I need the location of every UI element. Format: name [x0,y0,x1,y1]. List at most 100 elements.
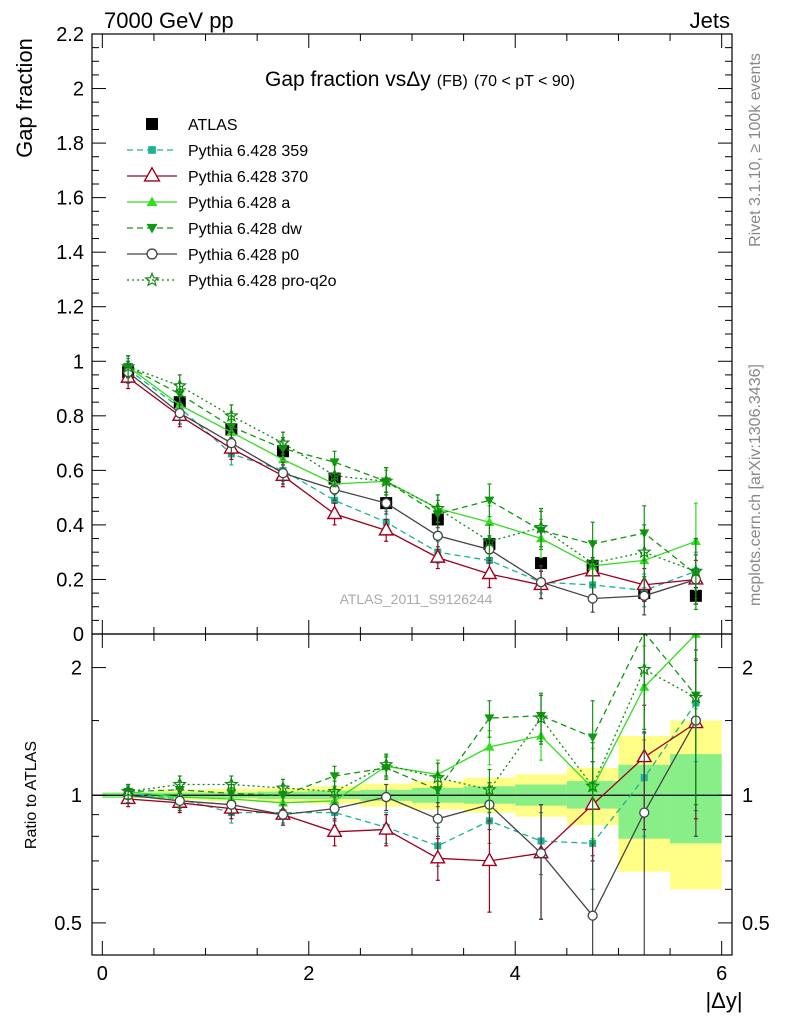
x-tick-label: 2 [303,963,314,985]
chart-title: Gap fraction vsΔy (FB) (70 < pT < 90) [265,68,575,91]
main-series-5-point [587,593,598,604]
legend-marker [146,223,158,234]
ratio-y-tick-label: 0.5 [54,913,82,935]
main-y-tick-label: 0.6 [56,460,84,482]
main-series-6-point [378,473,394,488]
main-series-2-point [429,548,446,563]
legend-marker [148,146,156,154]
main-series-5-point [277,467,289,479]
main-series-6-point [172,378,187,393]
ratio-series-4-point [639,807,650,818]
main-series-5-point [381,497,392,509]
ratio-series-5 [120,634,704,844]
main-series-6-point [120,359,136,373]
legend-marker [146,118,158,130]
rivet-side-label: Rivet 3.1.10, ≥ 100k events [747,53,764,247]
main-y-tick-label: 2.2 [56,24,84,46]
main-series-1-line [127,368,697,592]
main-series-4 [123,355,701,611]
ratio-series-0-line [128,702,697,847]
ratio-series-4-point [381,791,392,803]
legend: ATLAS Pythia 6.428 359 Pythia 6.428 370 Pyt… [127,117,337,290]
main-series-0 [122,366,702,605]
ratio-series-4-point [226,799,237,810]
main-series-5-point [226,437,237,449]
ratio-series-5-point [224,776,239,791]
ratio-series-4-line [128,720,697,917]
legend-label: ATLAS [188,117,238,134]
ratio-series-2-point [484,741,495,751]
main-series-2 [120,366,704,602]
main-y-tick-label: 1.8 [56,133,84,155]
ratio-y-tick-label: 1 [71,785,82,807]
legend-marker [143,166,161,182]
legend-entry-5: Pythia 6.428 p0 [127,247,299,264]
legend-entry-3: Pythia 6.428 a [127,195,290,212]
main-series-6-point [430,500,446,515]
ratio-series-3-point [484,714,495,724]
main-series-3-line [127,366,697,567]
legend-label: Pythia 6.428 dw [188,221,302,238]
main-y-tick-label: 0.4 [56,515,84,537]
main-series-6-line [127,366,697,572]
legend-label: Pythia 6.428 pro-q2o [188,273,337,290]
ratio-series-5-point [275,780,291,795]
legend-label: Pythia 6.428 370 [188,169,308,186]
mcplots-side-label: mcplots.cern.ch [arXiv:1306.3436] [747,364,764,606]
main-series-6-point [585,555,600,570]
ratio-series-1-line [128,722,697,862]
ratio-panel-series [120,634,704,955]
main-series-6-point [688,563,704,578]
ratio-series-3-point [226,789,237,799]
analysis-watermark: ATLAS_2011_S9126244 [340,591,493,607]
ratio-series-5-point [482,782,497,796]
ratio-series-1-point [378,820,395,835]
main-y-tick-label: 0.8 [56,406,84,428]
main-panel-axes: 0 0.2 0.4 0.6 0.8 1 1.2 1.4 1.6 1.8 2 2.2 [56,24,732,646]
ratio-series-4-point [432,813,443,824]
ratio-uncertainty-band [92,720,732,890]
legend-marker [146,196,158,207]
ratio-series-5-line [128,668,697,793]
ratio-series-5-point [327,783,342,798]
ratio-series-1-point [326,822,343,837]
ratio-series-4-point [587,910,598,921]
main-series-6-point [275,435,291,450]
ratio-series-4-point [277,809,289,820]
ratio-y-tick-label-right: 0.5 [742,913,770,935]
legend-marker [146,248,158,260]
main-series-6-point [533,519,549,534]
main-series-4-line [127,366,697,575]
main-series-2-point [378,521,395,536]
main-y-tick-label: 0.2 [56,569,84,591]
main-y-tick-label: 2 [73,79,84,101]
ratio-y-tick-label-right: 1 [742,785,753,807]
ratio-series-1-point [481,851,498,867]
main-series-5-point [174,407,185,419]
main-y-tick-label: 1.6 [56,188,84,210]
legend-entry-2: Pythia 6.428 370 [127,166,308,186]
main-series-5-point [535,577,547,588]
main-series-5-point [432,530,443,541]
ratio-series-5-point [172,776,187,791]
ratio-series-5-point [430,770,446,784]
ratio-series-5-point [688,689,704,704]
ratio-series-1-point [429,849,446,864]
main-series-6-point [637,544,652,559]
main-panel-series [120,355,704,616]
legend-label: Pythia 6.428 a [188,195,290,212]
ratio-series-4-point [535,848,547,859]
header-left: 7000 GeV pp [104,8,234,33]
legend-label: Pythia 6.428 p0 [188,247,299,264]
main-series-2-line [127,377,696,586]
main-y-tick-label: 1.2 [56,297,84,319]
main-series-0-point [535,557,548,570]
main-series-4-point [226,422,237,432]
x-axis-label: |Δy| [705,988,742,1013]
ratio-series-3-line [128,634,697,796]
legend-entry-4: Pythia 6.428 dw [127,221,302,238]
legend-entry-6: Pythia 6.428 pro-q2o [127,271,337,290]
main-series-6 [120,355,704,605]
ratio-series-3-point [587,733,598,743]
main-y-tick-label: 1.4 [56,242,84,264]
